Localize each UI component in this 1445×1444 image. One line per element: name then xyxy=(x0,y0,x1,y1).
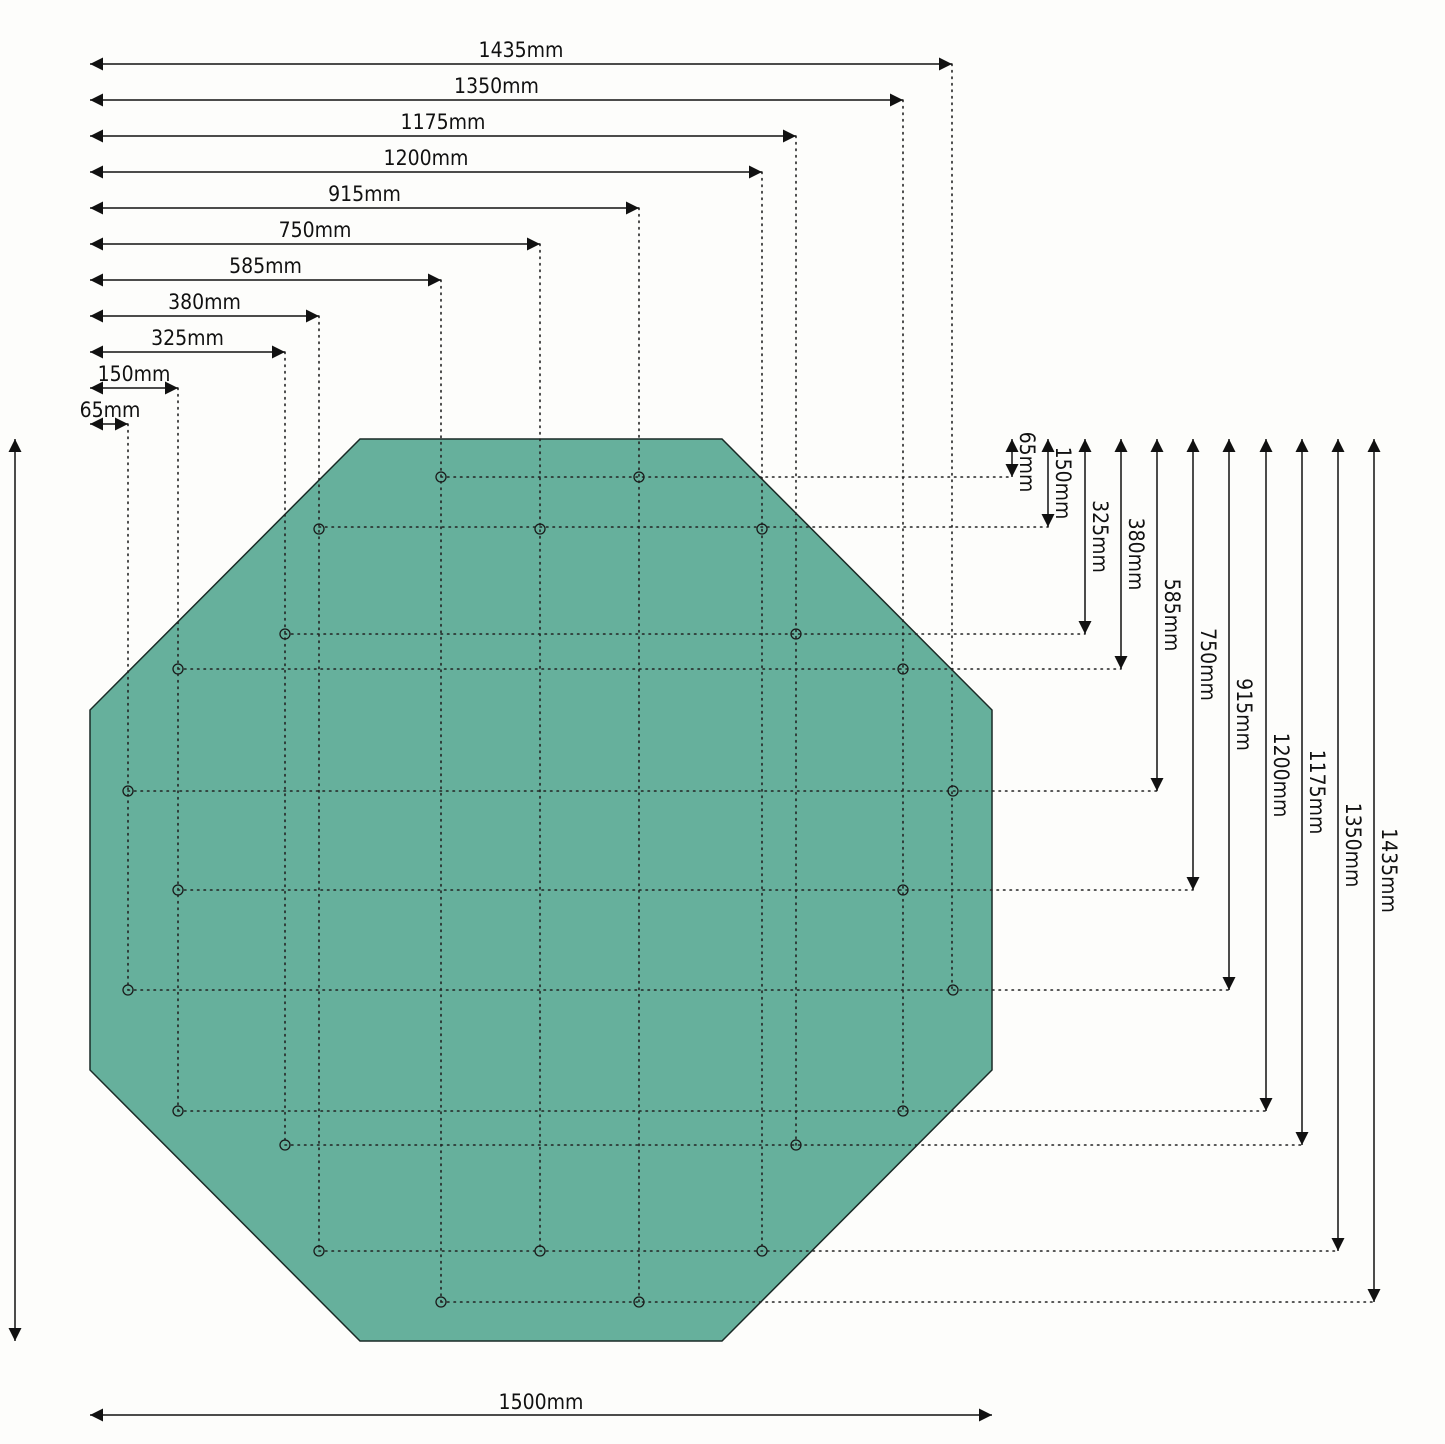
hole-circle-icon xyxy=(534,1245,546,1257)
hole-circle-icon xyxy=(947,785,959,797)
horizontal-dimension-label: 1175mm xyxy=(401,110,486,134)
horizontal-dimension-label: 1350mm xyxy=(454,74,539,98)
hole-circle-icon xyxy=(947,984,959,996)
hole-circle-icon xyxy=(435,1296,447,1308)
hole-circle-icon xyxy=(897,1105,909,1117)
hole-circle-icon xyxy=(897,663,909,675)
hole-circle-icon xyxy=(435,471,447,483)
hole-circle-icon xyxy=(790,628,802,640)
width-label: 1500mm xyxy=(499,1390,584,1414)
hole-circle-icon xyxy=(122,785,134,797)
vertical-dimension-label: 1175mm xyxy=(1305,750,1329,835)
hole-circle-icon xyxy=(313,523,325,535)
vertical-dimension-label: 750mm xyxy=(1196,628,1220,701)
hole-circle-icon xyxy=(756,1245,768,1257)
hole-circle-icon xyxy=(172,663,184,675)
vertical-dimension-label: 65mm xyxy=(1015,432,1039,493)
hole-circle-icon xyxy=(534,523,546,535)
hole-circle-icon xyxy=(279,1139,291,1151)
vertical-dimension-label: 915mm xyxy=(1232,678,1256,751)
hole-circle-icon xyxy=(790,1139,802,1151)
vertical-dimension-label: 1200mm xyxy=(1269,733,1293,818)
horizontal-dimension-label: 750mm xyxy=(279,218,352,242)
hole-circle-icon xyxy=(313,1245,325,1257)
horizontal-dimension-label: 585mm xyxy=(229,254,302,278)
vertical-dimension-label: 1435mm xyxy=(1377,828,1401,913)
horizontal-dimension-label: 325mm xyxy=(151,326,224,350)
horizontal-dimension-label: 915mm xyxy=(328,182,401,206)
hole-circle-icon xyxy=(897,884,909,896)
hole-circle-icon xyxy=(172,1105,184,1117)
hole-circle-icon xyxy=(756,523,768,535)
hole-circle-icon xyxy=(172,884,184,896)
vertical-dimension-label: 585mm xyxy=(1160,579,1184,652)
horizontal-dimension-label: 1200mm xyxy=(384,146,469,170)
hole-circle-icon xyxy=(279,628,291,640)
horizontal-dimension-label: 65mm xyxy=(80,398,141,422)
vertical-dimension-label: 325mm xyxy=(1088,500,1112,573)
octagon-panel xyxy=(89,438,993,1342)
vertical-dimension-label: 150mm xyxy=(1051,447,1075,520)
vertical-dimension-label: 1350mm xyxy=(1341,803,1365,888)
hole-circle-icon xyxy=(633,1296,645,1308)
vertical-dimension-label: 380mm xyxy=(1124,518,1148,591)
hole-circle-icon xyxy=(633,471,645,483)
horizontal-dimension-label: 380mm xyxy=(168,290,241,314)
horizontal-dimension-label: 1435mm xyxy=(479,38,564,62)
hole-circle-icon xyxy=(122,984,134,996)
horizontal-dimension-label: 150mm xyxy=(98,362,171,386)
